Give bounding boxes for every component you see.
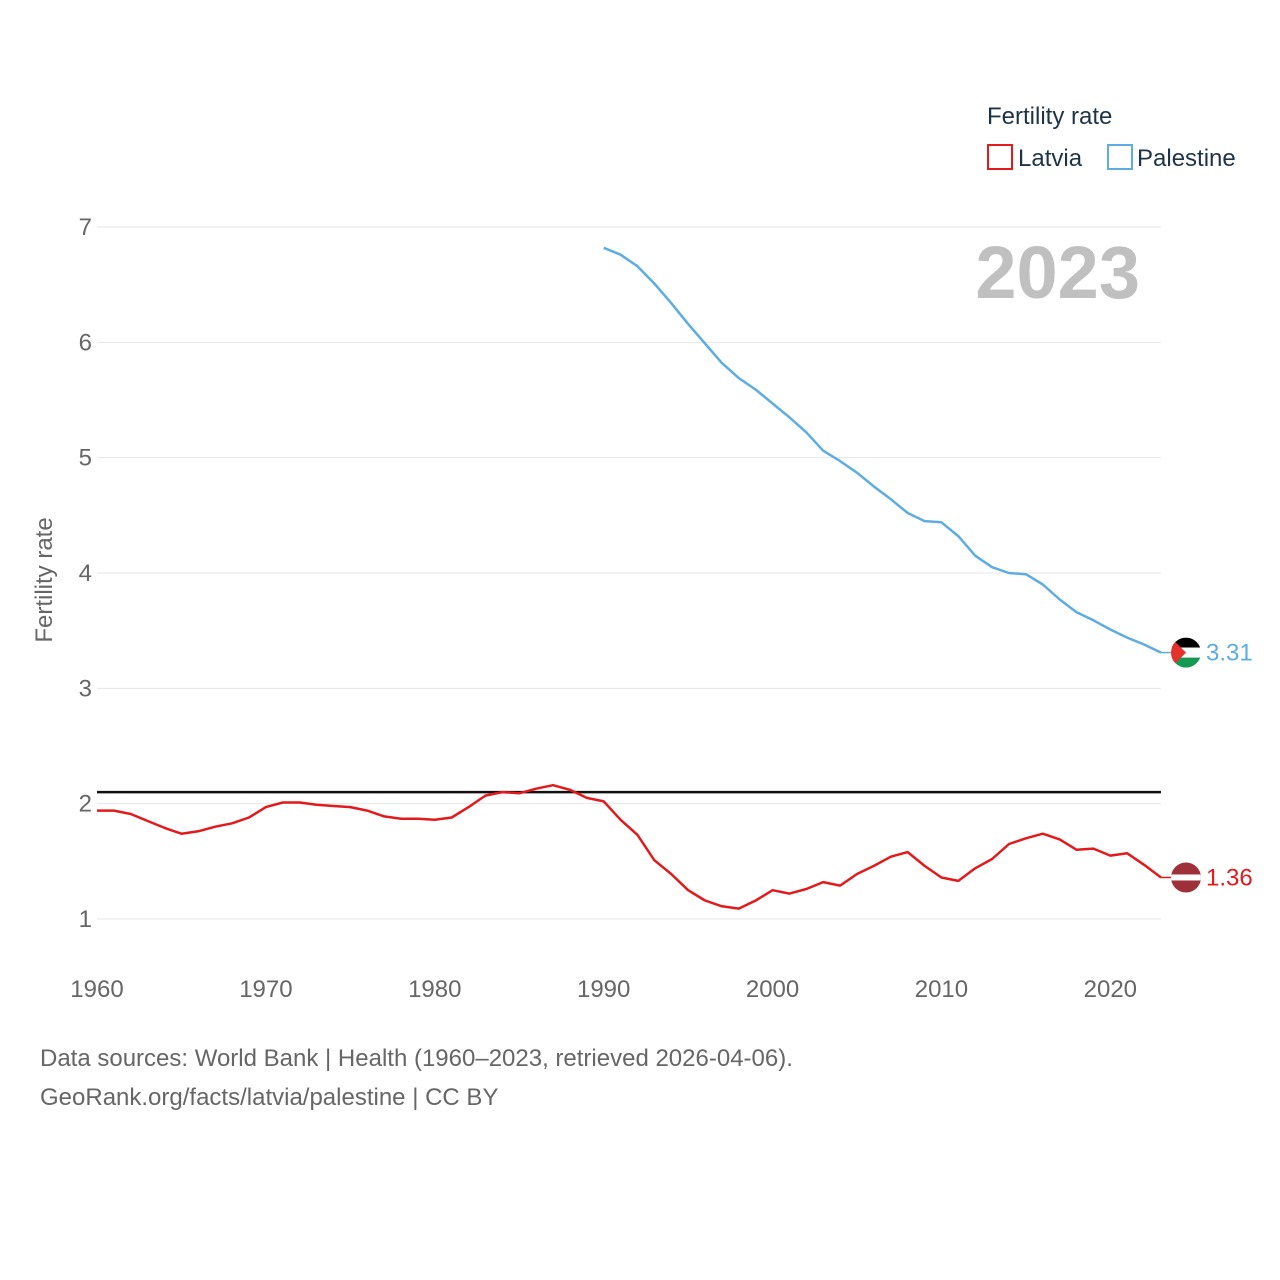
georank-url-text: GeoRank.org/facts/latvia/palestine | CC … [40, 1084, 499, 1111]
end-markers: 1.36 3.31 [1161, 637, 1253, 893]
y-tick-label: 2 [79, 791, 92, 818]
y-axis-title: Fertility rate [31, 517, 58, 642]
x-tick-label: 2000 [746, 976, 799, 1003]
y-tick-label: 6 [79, 329, 92, 356]
end-value-label-latvia: 1.36 [1206, 864, 1253, 891]
data-source-text: Data sources: World Bank | Health (1960–… [40, 1045, 793, 1072]
year-label: 2023 [975, 231, 1140, 314]
legend-title: Fertility rate [987, 103, 1112, 130]
fertility-rate-chart: 1 2 3 4 5 6 7 1960 1970 1980 1990 2000 2010 2020 Fer… [31, 103, 1253, 1003]
x-tick-label: 2010 [915, 976, 968, 1003]
x-tick-label: 2020 [1084, 976, 1137, 1003]
legend-swatch-palestine[interactable] [1107, 144, 1133, 170]
series-lines [97, 246, 1162, 910]
y-axis-ticks: 1 2 3 4 5 6 7 [79, 214, 92, 933]
legend-label-palestine[interactable]: Palestine [1137, 145, 1236, 172]
x-tick-label: 1990 [577, 976, 630, 1003]
y-tick-label: 4 [79, 560, 92, 587]
legend: Fertility rate Latvia Palestine [987, 103, 1236, 172]
legend-swatch-latvia[interactable] [987, 144, 1013, 170]
y-tick-label: 5 [79, 445, 92, 472]
y-tick-label: 7 [79, 214, 92, 241]
end-value-label-palestine: 3.31 [1206, 640, 1253, 667]
x-tick-label: 1970 [239, 976, 292, 1003]
y-tick-label: 1 [79, 906, 92, 933]
y-tick-label: 3 [79, 675, 92, 702]
x-tick-label: 1960 [70, 976, 123, 1003]
x-tick-label: 1980 [408, 976, 461, 1003]
series-line-latvia[interactable] [97, 783, 1162, 910]
legend-label-latvia[interactable]: Latvia [1018, 145, 1083, 172]
x-axis-ticks: 1960 1970 1980 1990 2000 2010 2020 [70, 976, 1137, 1003]
latvia-flag-icon [1171, 862, 1201, 893]
series-line-palestine[interactable] [603, 246, 1162, 654]
palestine-flag-icon [1171, 637, 1201, 668]
grid-lines [97, 226, 1161, 920]
